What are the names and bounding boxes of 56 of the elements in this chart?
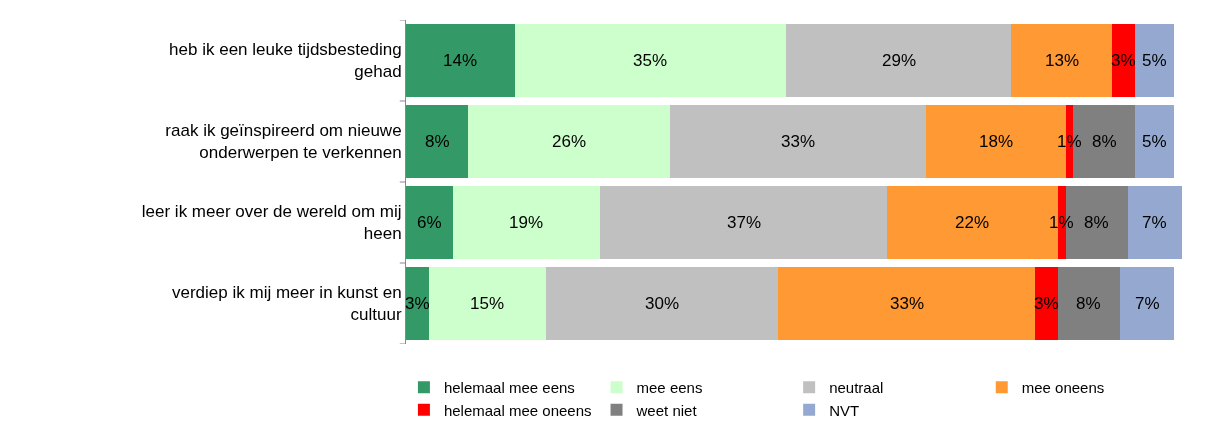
bar (1057, 267, 1120, 340)
bar (786, 24, 1012, 97)
bar (514, 24, 787, 97)
data-label: 5% (1142, 132, 1167, 151)
data-label: 7% (1142, 213, 1167, 232)
legend-label: NVT (829, 401, 860, 419)
data-label: 1% (1049, 213, 1074, 232)
bar (452, 186, 600, 259)
bar (406, 105, 469, 178)
legend-label: weet niet (635, 401, 698, 419)
legend-label: helemaal mee eens (443, 379, 575, 397)
data-label: 8% (1092, 132, 1117, 151)
data-label: 30% (645, 294, 680, 313)
data-label: 3% (1034, 294, 1059, 313)
data-label: 8% (1084, 213, 1109, 232)
data-label: 19% (509, 213, 544, 232)
data-label: 8% (1076, 294, 1101, 313)
data-label: 15% (470, 294, 505, 313)
legend-label: helemaal mee oneens (443, 401, 592, 419)
bar (1135, 105, 1175, 178)
data-label: 3% (405, 294, 430, 313)
bar (1135, 24, 1175, 97)
data-label: 8% (425, 132, 450, 151)
y-tick-label: heb ik een leuke tijdsbesteding gehad (169, 40, 402, 82)
bar (429, 267, 546, 340)
bar (778, 267, 1035, 340)
data-label: 18% (979, 132, 1014, 151)
y-tick-label: raak ik geïnspireerd om nieuwe onderwerpen te verkennen (165, 121, 402, 163)
bar (545, 267, 779, 340)
data-label: 22% (955, 213, 990, 232)
y-tick-label: verdiep ik mij meer in kunst en cultuur (172, 283, 402, 325)
bar (406, 186, 453, 259)
bar (600, 186, 888, 259)
data-label: 7% (1135, 294, 1160, 313)
data-label: 3% (1111, 51, 1136, 70)
data-label: 13% (1045, 51, 1080, 70)
data-label: 37% (727, 213, 762, 232)
bar (406, 24, 515, 97)
data-label: 35% (633, 51, 668, 70)
data-label: 14% (443, 51, 478, 70)
y-tick-label: leer ik meer over de wereld om mij heen (141, 202, 402, 244)
legend-label: mee oneens (1021, 379, 1105, 397)
legend-label: neutraal (829, 379, 884, 397)
data-label: 6% (417, 213, 442, 232)
legend-label: mee eens (636, 379, 703, 397)
data-label: 33% (781, 132, 816, 151)
bar (468, 105, 670, 178)
data-label: 29% (882, 51, 917, 70)
bar (1127, 186, 1182, 259)
data-label: 1% (1057, 132, 1082, 151)
bar (669, 105, 926, 178)
bar (1119, 267, 1175, 340)
data-label: 5% (1142, 51, 1167, 70)
data-label: 33% (890, 294, 925, 313)
data-label: 26% (552, 132, 587, 151)
bar (1011, 24, 1113, 97)
